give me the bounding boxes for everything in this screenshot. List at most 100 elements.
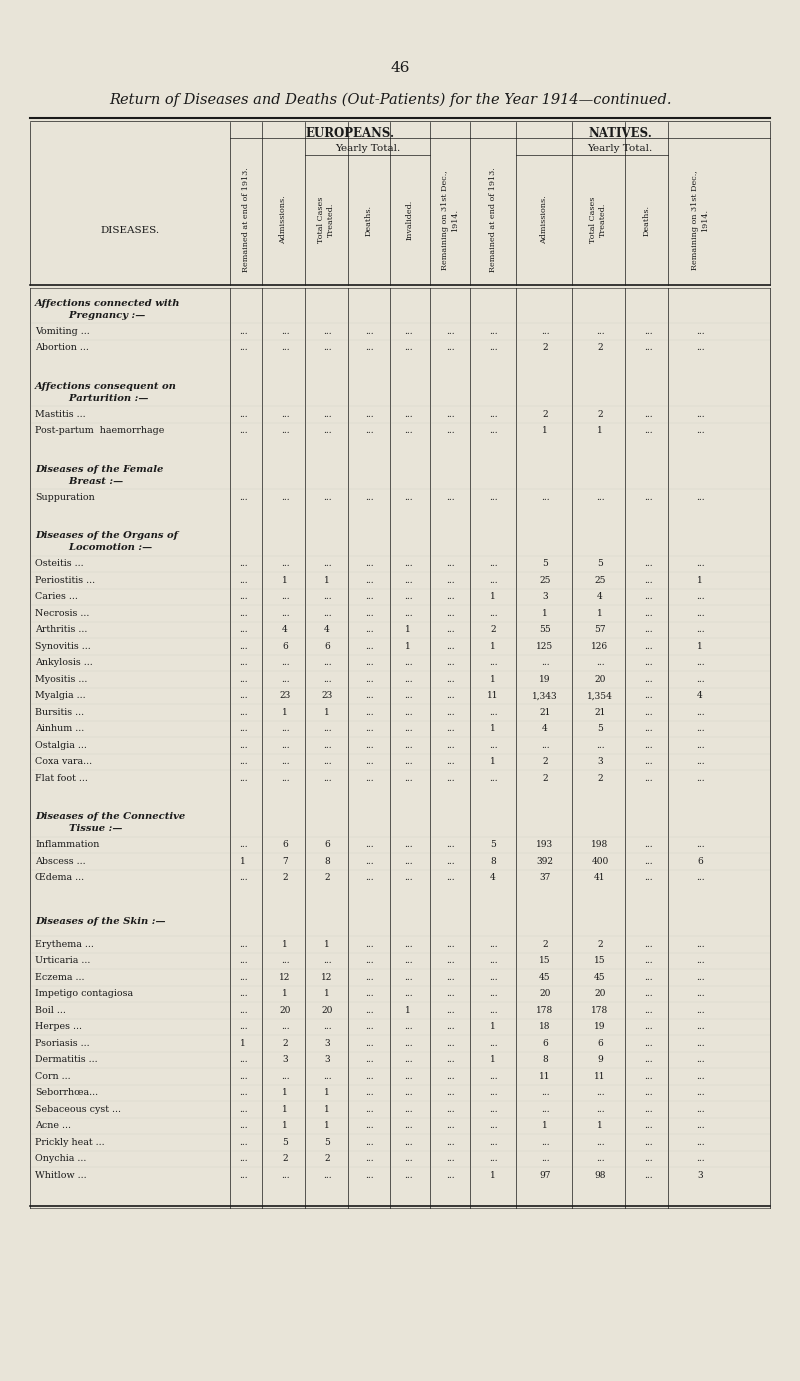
Text: ...: ... (696, 1055, 704, 1065)
Text: ...: ... (446, 493, 454, 501)
Text: ...: ... (404, 989, 412, 998)
Text: ...: ... (365, 740, 374, 750)
Text: ...: ... (238, 939, 247, 949)
Text: ...: ... (644, 344, 652, 352)
Text: ...: ... (238, 840, 247, 849)
Text: 11: 11 (487, 692, 498, 700)
Text: ...: ... (281, 1171, 290, 1179)
Text: ...: ... (696, 1138, 704, 1146)
Text: ...: ... (446, 773, 454, 783)
Text: ...: ... (238, 642, 247, 650)
Text: ...: ... (365, 1121, 374, 1130)
Text: ...: ... (365, 659, 374, 667)
Text: ...: ... (446, 707, 454, 717)
Text: 6: 6 (324, 642, 330, 650)
Text: ...: ... (322, 675, 331, 684)
Text: 2: 2 (597, 773, 603, 783)
Text: 2: 2 (542, 410, 548, 418)
Text: ...: ... (365, 675, 374, 684)
Text: ...: ... (696, 1121, 704, 1130)
Text: ...: ... (446, 692, 454, 700)
Text: ...: ... (446, 956, 454, 965)
Text: ...: ... (365, 956, 374, 965)
Text: Boil ...: Boil ... (35, 1005, 66, 1015)
Text: 7: 7 (282, 856, 288, 866)
Text: ...: ... (489, 1155, 498, 1163)
Text: ...: ... (365, 724, 374, 733)
Text: Affections connected with: Affections connected with (35, 298, 181, 308)
Text: ...: ... (404, 1171, 412, 1179)
Text: ...: ... (238, 707, 247, 717)
Text: ...: ... (404, 659, 412, 667)
Text: 1: 1 (490, 592, 496, 601)
Text: Herpes ...: Herpes ... (35, 1022, 82, 1032)
Text: Yearly Total.: Yearly Total. (335, 144, 400, 152)
Text: ...: ... (365, 707, 374, 717)
Text: ...: ... (446, 757, 454, 766)
Text: 193: 193 (537, 840, 554, 849)
Text: ...: ... (489, 1005, 498, 1015)
Text: ...: ... (696, 740, 704, 750)
Text: 11: 11 (594, 1072, 606, 1081)
Text: ...: ... (644, 856, 652, 866)
Text: 1: 1 (490, 757, 496, 766)
Text: 3: 3 (324, 1055, 330, 1065)
Text: Tissue :—: Tissue :— (55, 824, 122, 833)
Text: 45: 45 (539, 972, 551, 982)
Text: ...: ... (644, 1088, 652, 1098)
Text: ...: ... (489, 939, 498, 949)
Text: 5: 5 (324, 1138, 330, 1146)
Text: ...: ... (404, 1088, 412, 1098)
Text: ...: ... (696, 873, 704, 882)
Text: 4: 4 (697, 692, 703, 700)
Text: ...: ... (489, 609, 498, 617)
Text: 1: 1 (324, 1121, 330, 1130)
Text: 20: 20 (539, 989, 550, 998)
Text: ...: ... (322, 559, 331, 568)
Text: ...: ... (404, 1039, 412, 1048)
Text: 15: 15 (594, 956, 606, 965)
Text: Abortion ...: Abortion ... (35, 344, 89, 352)
Text: Dermatitis ...: Dermatitis ... (35, 1055, 98, 1065)
Text: ...: ... (541, 1138, 550, 1146)
Text: ...: ... (238, 724, 247, 733)
Text: ...: ... (238, 989, 247, 998)
Text: 1: 1 (490, 1055, 496, 1065)
Text: 1: 1 (697, 642, 703, 650)
Text: ...: ... (596, 659, 604, 667)
Text: Myositis ...: Myositis ... (35, 675, 87, 684)
Text: ...: ... (238, 1055, 247, 1065)
Text: ...: ... (596, 1155, 604, 1163)
Text: Synovitis ...: Synovitis ... (35, 642, 90, 650)
Text: 1: 1 (324, 1088, 330, 1098)
Text: 1: 1 (324, 707, 330, 717)
Text: Yearly Total.: Yearly Total. (587, 144, 653, 152)
Text: ...: ... (541, 327, 550, 336)
Text: ...: ... (365, 989, 374, 998)
Text: 6: 6 (282, 642, 288, 650)
Text: ...: ... (365, 773, 374, 783)
Text: ...: ... (365, 1138, 374, 1146)
Text: 1: 1 (240, 1039, 246, 1048)
Text: ...: ... (596, 327, 604, 336)
Text: ...: ... (644, 740, 652, 750)
Text: ...: ... (541, 493, 550, 501)
Text: 2: 2 (597, 410, 603, 418)
Text: ...: ... (322, 327, 331, 336)
Text: ...: ... (644, 559, 652, 568)
Text: ...: ... (238, 427, 247, 435)
Text: ...: ... (365, 972, 374, 982)
Text: ...: ... (644, 1121, 652, 1130)
Text: ...: ... (446, 939, 454, 949)
Text: 5: 5 (597, 559, 603, 568)
Text: 12: 12 (322, 972, 333, 982)
Text: ...: ... (281, 956, 290, 965)
Text: ...: ... (238, 609, 247, 617)
Text: ...: ... (404, 675, 412, 684)
Text: ...: ... (404, 773, 412, 783)
Text: Osteitis ...: Osteitis ... (35, 559, 84, 568)
Text: 5: 5 (542, 559, 548, 568)
Text: ...: ... (489, 1088, 498, 1098)
Text: Total Cases
Treated.: Total Cases Treated. (590, 197, 606, 243)
Text: ...: ... (696, 707, 704, 717)
